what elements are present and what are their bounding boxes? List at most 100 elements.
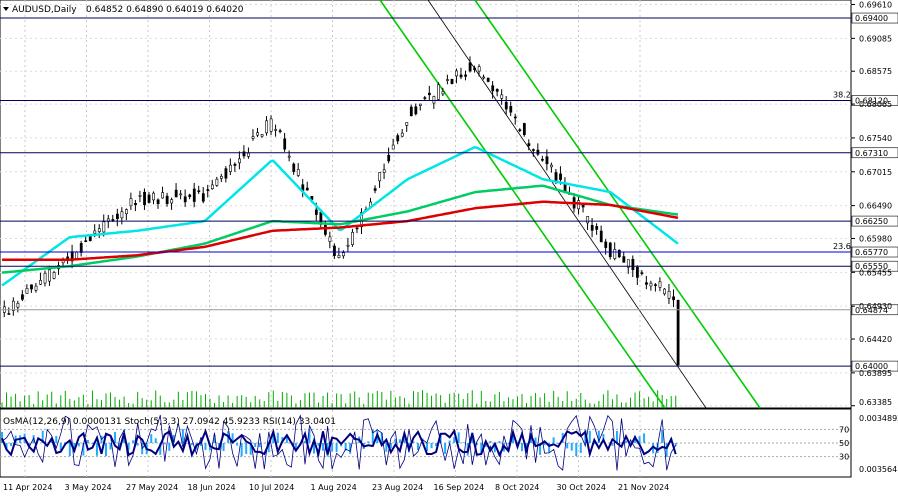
candle-body [414,106,418,115]
candle-body [391,144,395,150]
level-label: 0.66250 [855,217,888,226]
price-tick-label: 0.68065 [859,100,892,109]
candle-body [428,92,431,96]
candle-body [500,94,504,99]
candle-body [183,196,187,203]
candle-body [278,130,282,132]
candle-body [550,164,553,168]
candle-body [522,123,526,135]
candle-body [143,191,146,206]
price-tick-label: 0.64420 [859,335,892,344]
candle-body [274,129,278,131]
level-label: 0.64000 [855,362,888,371]
candle-body [251,136,255,139]
date-tick-label: 23 Aug 2024 [372,483,423,492]
candle-body [233,163,237,166]
candle-body [287,155,291,158]
candle-body [93,230,97,234]
dropdown-triangle-icon[interactable] [3,7,9,11]
candle-body [405,122,409,126]
candle-body [242,151,246,157]
candle-body [21,294,24,300]
candle-body [314,209,318,215]
candle-body [676,299,680,366]
candle-body [622,256,626,263]
candle-body [355,227,359,230]
date-tick-label: 27 May 2024 [126,483,178,492]
candle-body [640,272,644,274]
candle-body [170,199,174,204]
candle-body [423,97,427,99]
candle-body [256,132,259,136]
candle-body [206,189,210,191]
date-tick-label: 11 Apr 2024 [3,483,52,492]
candle-body [260,134,264,137]
level-label-box [851,95,898,106]
candle-body [328,236,332,242]
candle-body [586,215,590,224]
candle-body [247,152,250,157]
level-label: 0.67310 [855,149,888,158]
candle-body [97,228,101,232]
candle-body [224,168,228,179]
candle-body [667,290,671,299]
candle-body [468,62,472,72]
candle-body [400,132,404,137]
candle-body [532,149,535,151]
osc-tick-label: 0.003564 [859,465,897,474]
candle-body [197,190,201,193]
candle-body [482,76,486,79]
price-tick-label: 0.66490 [859,202,892,211]
date-tick-label: 21 Nov 2024 [618,483,669,492]
moving-average-line-2[interactable] [1,184,679,274]
date-tick-label: 8 Oct 2024 [495,483,539,492]
price-tick-label: 0.69610 [859,1,892,10]
indicator-label: OsMA(12,26,9) 0.0000131 Stoch(5,3,3) 27.… [3,417,336,427]
main-pane[interactable] [0,0,852,409]
trend-channel-line[interactable] [474,0,761,409]
price-tick-label: 0.68575 [859,67,892,76]
candle-body [608,242,612,258]
candle-body [30,284,33,290]
candle-body [7,313,11,315]
price-tick-label: 0.67540 [859,134,892,143]
candle-body [192,188,196,202]
level-label: 0.65770 [855,248,888,257]
candle-body [201,193,205,202]
moving-average-line-1[interactable] [1,145,679,287]
candle-body [441,91,445,95]
price-tick-label: 0.64930 [859,302,892,311]
fib-level-label: 23.6 [833,242,851,251]
candle-body [39,280,42,285]
candle-body [152,192,155,201]
level-label: 0.68120 [855,97,888,106]
osc-level-label: 70 [839,425,849,434]
candle-body [116,213,119,220]
candle-body [43,272,47,284]
candle-body [477,66,481,72]
candle-body [491,85,495,92]
candle-body [527,143,531,146]
candle-body [79,243,83,253]
date-tick-label: 16 Sep 2024 [434,483,485,492]
candle-body [559,173,562,180]
candle-body [337,254,341,258]
candle-body [672,296,675,301]
candle-body [617,249,621,258]
candle-body [599,230,603,243]
moving-average-line-3[interactable] [2,200,679,262]
stochastic-line[interactable] [1,414,677,471]
candle-body [346,244,350,247]
candle-body [518,129,522,132]
candle-body [292,163,296,172]
rsi-line[interactable] [1,428,677,459]
candle-body [75,251,79,259]
osc-tick-label: 0.0034892 [859,414,898,423]
candle-body [324,225,327,235]
candle-body [418,103,422,106]
candle-body [613,249,617,259]
candle-body [455,70,458,77]
price-tick-label: 0.69085 [859,34,892,43]
